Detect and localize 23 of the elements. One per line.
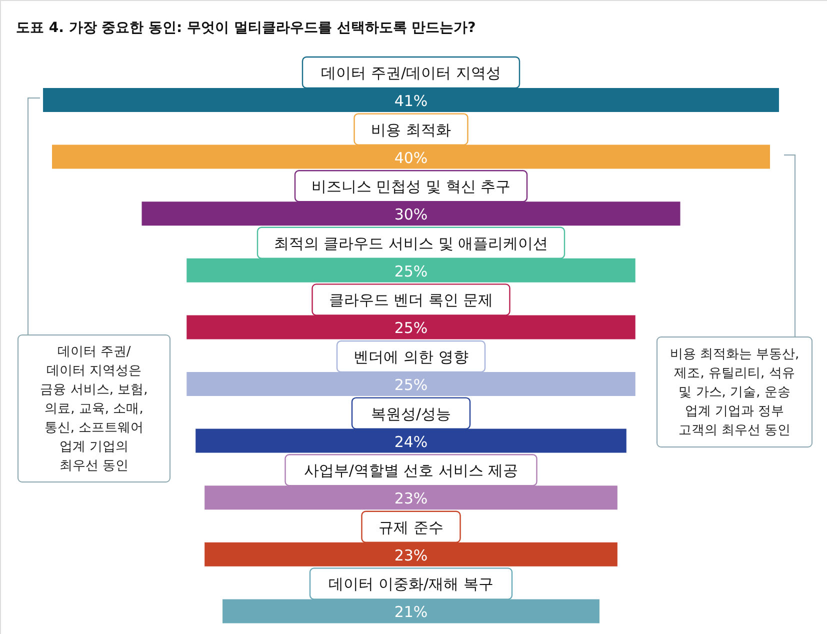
category-label: 데이터 이중화/재해 복구: [328, 575, 494, 594]
data-label: 30%: [394, 206, 428, 224]
category-label: 클라우드 벤더 록인 문제: [328, 291, 494, 310]
category-label: 데이터 주권/데이터 지역성: [321, 64, 501, 82]
category-label: 비용 최적화: [371, 120, 451, 139]
data-label: 21%: [394, 603, 428, 622]
data-label: 25%: [394, 262, 428, 280]
category-label: 비즈니스 민첩성 및 혁신 추구: [311, 178, 511, 196]
data-label: 23%: [394, 490, 428, 508]
data-label: 24%: [394, 432, 428, 451]
data-label: 25%: [394, 376, 428, 394]
data-label: 23%: [394, 546, 428, 564]
data-label: 25%: [394, 319, 428, 338]
category-label: 사업부/역할별 선호 서비스 제공: [304, 462, 518, 480]
category-label: 벤더에 의한 영향: [354, 348, 468, 366]
text: 데이터 주권/ 데이터 지역성은 금융 서비스, 보험, 의료, 교육, 소매, 통신, 소프트웨어 업계 기업의 최우선 동인: [40, 344, 148, 474]
text: 비용 최적화는 부동산, 제조, 유틸리티, 석유 및 가스, 기술, 운송 업계 기업과 정부 고객의 최우선 동인: [670, 347, 800, 438]
text: 도표 4. 가장 중요한 동인: 무엇이 멀티클라우드를 선택하도록 만드는가?: [16, 20, 476, 36]
data-label: 41%: [394, 92, 428, 110]
category-label: 최적의 클라우드 서비스 및 애플리케이션: [274, 234, 548, 252]
category-label: 규제 준수: [378, 518, 444, 536]
category-label: 복원성/성능: [370, 404, 452, 423]
data-label: 40%: [394, 148, 428, 167]
